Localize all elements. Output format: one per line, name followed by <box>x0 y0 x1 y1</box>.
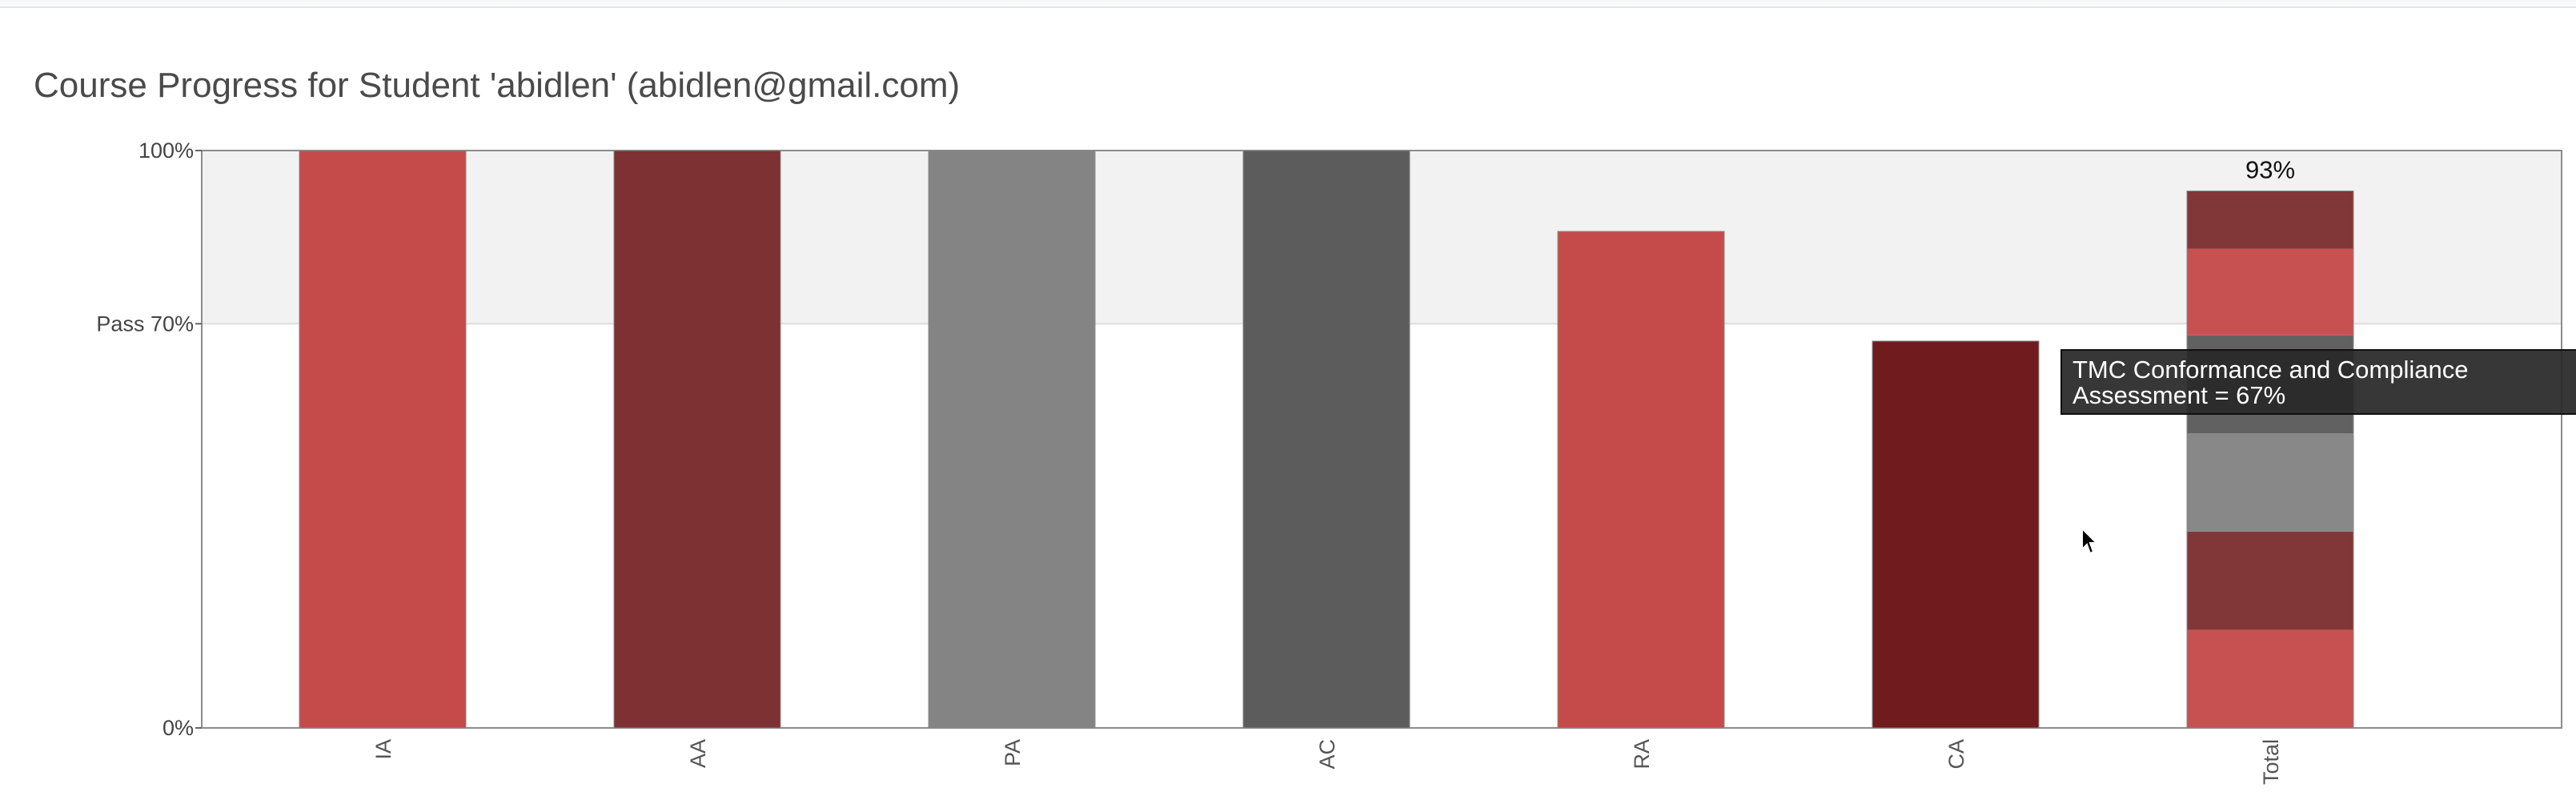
bar-total-segment[interactable] <box>2187 531 2353 630</box>
x-tick-label: IA <box>371 739 395 760</box>
bar-total-outline <box>2186 190 2354 729</box>
bar-total-segment[interactable] <box>2187 433 2353 532</box>
bar-ac[interactable] <box>1242 150 1410 729</box>
x-tick-label: AA <box>686 739 710 768</box>
y-tick-label: 100% <box>138 139 194 163</box>
bar-aa[interactable] <box>613 150 781 729</box>
bar-pa[interactable] <box>928 150 1096 729</box>
labels: 0% Pass 70% 100% IA AA PA AC RA CA 93% Total <box>96 139 2295 785</box>
bar-total-segment[interactable] <box>2187 248 2353 336</box>
page-title: Course Progress for Student 'abidlen' (a… <box>34 66 961 105</box>
bar-tooltip: TMC Conformance and Compliance Assessmen… <box>2060 349 2576 415</box>
mouse-pointer-icon <box>2081 528 2099 555</box>
x-tick-label: Total <box>2259 739 2283 785</box>
bar-ia[interactable] <box>299 150 467 729</box>
bar-ca[interactable] <box>1872 340 2040 729</box>
top-border <box>0 0 2576 8</box>
bars <box>299 150 2354 729</box>
x-tick-label: AC <box>1315 739 1339 770</box>
x-tick-label: CA <box>1944 739 1968 770</box>
bar-ra[interactable] <box>1557 231 1725 729</box>
bar-total-segment[interactable] <box>2187 629 2353 728</box>
x-tick-label: PA <box>1001 739 1025 766</box>
bar-total-segment[interactable] <box>2187 191 2353 249</box>
y-tick-label: 0% <box>163 716 194 740</box>
total-value-label: 93% <box>2245 155 2295 183</box>
x-tick-label: RA <box>1630 739 1654 770</box>
y-tick-label: Pass 70% <box>96 312 194 336</box>
